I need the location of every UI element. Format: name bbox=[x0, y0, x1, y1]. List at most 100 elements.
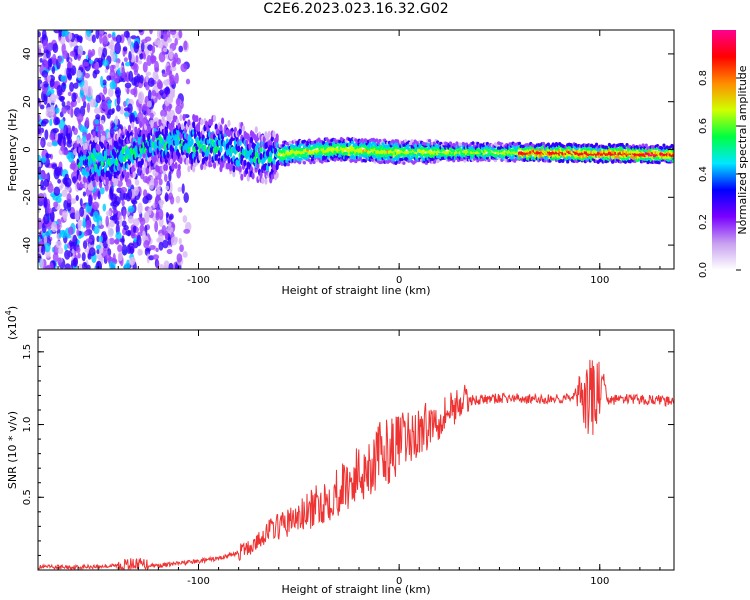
heatmap-cell bbox=[145, 167, 149, 175]
heatmap-cell bbox=[517, 141, 522, 146]
heatmap-cell bbox=[111, 122, 116, 129]
heatmap-cell bbox=[121, 244, 128, 256]
heatmap-cell bbox=[158, 208, 164, 221]
heatmap-cell bbox=[183, 192, 189, 203]
heatmap-cell bbox=[203, 144, 207, 152]
heatmap-cell bbox=[175, 97, 181, 106]
heatmap-cell bbox=[85, 117, 90, 127]
heatmap-cell bbox=[66, 100, 71, 107]
heatmap-cell bbox=[70, 198, 77, 205]
heatmap-cell bbox=[161, 72, 168, 78]
heatmap-cell bbox=[82, 153, 87, 161]
heatmap-cell bbox=[164, 192, 169, 203]
heatmap-cell bbox=[117, 244, 123, 253]
heatmap-cell bbox=[57, 257, 62, 266]
heatmap-cell bbox=[43, 213, 50, 225]
heatmap-cell bbox=[140, 41, 145, 52]
heatmap-cell bbox=[298, 160, 302, 165]
heatmap-cell bbox=[164, 230, 169, 241]
heatmap-cell bbox=[137, 248, 142, 256]
heatmap-cell bbox=[129, 112, 136, 124]
heatmap-cell bbox=[171, 162, 175, 170]
colorbar-ticks: 0.0 0.2 0.4 0.6 0.8 bbox=[698, 70, 741, 278]
heatmap-cell bbox=[261, 177, 265, 185]
heatmap-cell bbox=[117, 251, 123, 262]
heatmap-cell bbox=[72, 234, 78, 247]
heatmap-cell bbox=[43, 235, 48, 246]
heatmap-cell bbox=[119, 238, 125, 243]
heatmap-cell bbox=[104, 68, 109, 73]
heatmap-cell bbox=[173, 52, 179, 63]
heatmap-cell bbox=[78, 174, 82, 182]
heatmap-cell bbox=[135, 55, 139, 63]
heatmap-cell bbox=[209, 146, 213, 154]
heatmap-cell bbox=[139, 52, 144, 60]
heatmap-cell bbox=[243, 159, 247, 167]
heatmap-cell bbox=[64, 249, 71, 260]
heatmap-cell bbox=[594, 142, 599, 147]
heatmap-cell bbox=[455, 141, 459, 146]
heatmap-cell bbox=[45, 152, 49, 159]
heatmap-cell bbox=[143, 161, 148, 169]
heatmap-cell bbox=[163, 260, 170, 269]
heatmap-cell bbox=[114, 115, 119, 126]
heatmap-cell bbox=[176, 253, 183, 263]
heatmap-cell bbox=[219, 124, 223, 132]
heatmap-cell bbox=[107, 99, 112, 109]
heatmap-cell bbox=[52, 43, 59, 54]
heatmap-cell bbox=[220, 117, 225, 125]
heatmap-cell bbox=[82, 240, 88, 249]
heatmap-cell bbox=[142, 133, 146, 141]
heatmap-cell bbox=[322, 140, 326, 145]
heatmap-cell bbox=[54, 107, 60, 114]
heatmap-cell bbox=[49, 133, 55, 141]
heatmap-cell bbox=[177, 163, 181, 171]
heatmap-cell bbox=[330, 146, 334, 151]
heatmap-cell bbox=[94, 136, 98, 144]
heatmap-cell bbox=[168, 171, 172, 182]
heatmap-cell bbox=[77, 96, 81, 104]
heatmap-cell bbox=[121, 199, 125, 207]
heatmap-cell bbox=[350, 140, 355, 144]
heatmap-cell bbox=[51, 53, 57, 66]
heatmap-cell bbox=[40, 258, 44, 269]
heatmap-cell bbox=[147, 209, 152, 216]
heatmap-cell bbox=[124, 82, 132, 89]
heatmap-cell bbox=[106, 238, 111, 245]
heatmap-cell bbox=[132, 225, 137, 233]
heatmap-cell bbox=[51, 65, 56, 75]
heatmap-cell bbox=[147, 89, 152, 102]
heatmap-cell bbox=[619, 145, 623, 150]
heatmap-cell bbox=[139, 121, 143, 129]
heatmap-cell bbox=[320, 160, 324, 164]
heatmap-cell bbox=[70, 65, 77, 76]
heatmap-cell bbox=[93, 69, 100, 75]
heatmap-cell bbox=[57, 56, 63, 62]
heatmap-cell bbox=[160, 109, 168, 118]
heatmap-cell bbox=[63, 135, 67, 148]
x-tick-label: 0 bbox=[396, 275, 402, 286]
colorbar bbox=[712, 30, 736, 270]
heatmap-cell bbox=[170, 66, 177, 72]
heatmap-cell bbox=[219, 145, 223, 153]
heatmap-y-axis: -40 -20 0 20 40 bbox=[22, 29, 674, 270]
heatmap-cell bbox=[89, 157, 93, 165]
heatmap-cell bbox=[195, 115, 199, 123]
heatmap-cell bbox=[46, 42, 54, 52]
heatmap-cell bbox=[99, 33, 103, 44]
heatmap-cell bbox=[64, 243, 68, 251]
heatmap-cell bbox=[73, 49, 79, 61]
heatmap-cell bbox=[546, 142, 551, 147]
heatmap-cell bbox=[158, 199, 165, 206]
heatmap-cell bbox=[227, 156, 231, 164]
heatmap-cell bbox=[126, 87, 130, 95]
heatmap-cell bbox=[107, 227, 114, 238]
heatmap-cell bbox=[133, 41, 140, 53]
heatmap-cell bbox=[190, 138, 194, 146]
heatmap-cell bbox=[64, 30, 69, 36]
snr-scale-note: (x104) bbox=[4, 306, 19, 340]
heatmap-cell bbox=[55, 240, 62, 249]
heatmap-cell bbox=[123, 168, 127, 176]
heatmap-cell bbox=[177, 186, 183, 193]
heatmap-cell bbox=[84, 248, 91, 253]
